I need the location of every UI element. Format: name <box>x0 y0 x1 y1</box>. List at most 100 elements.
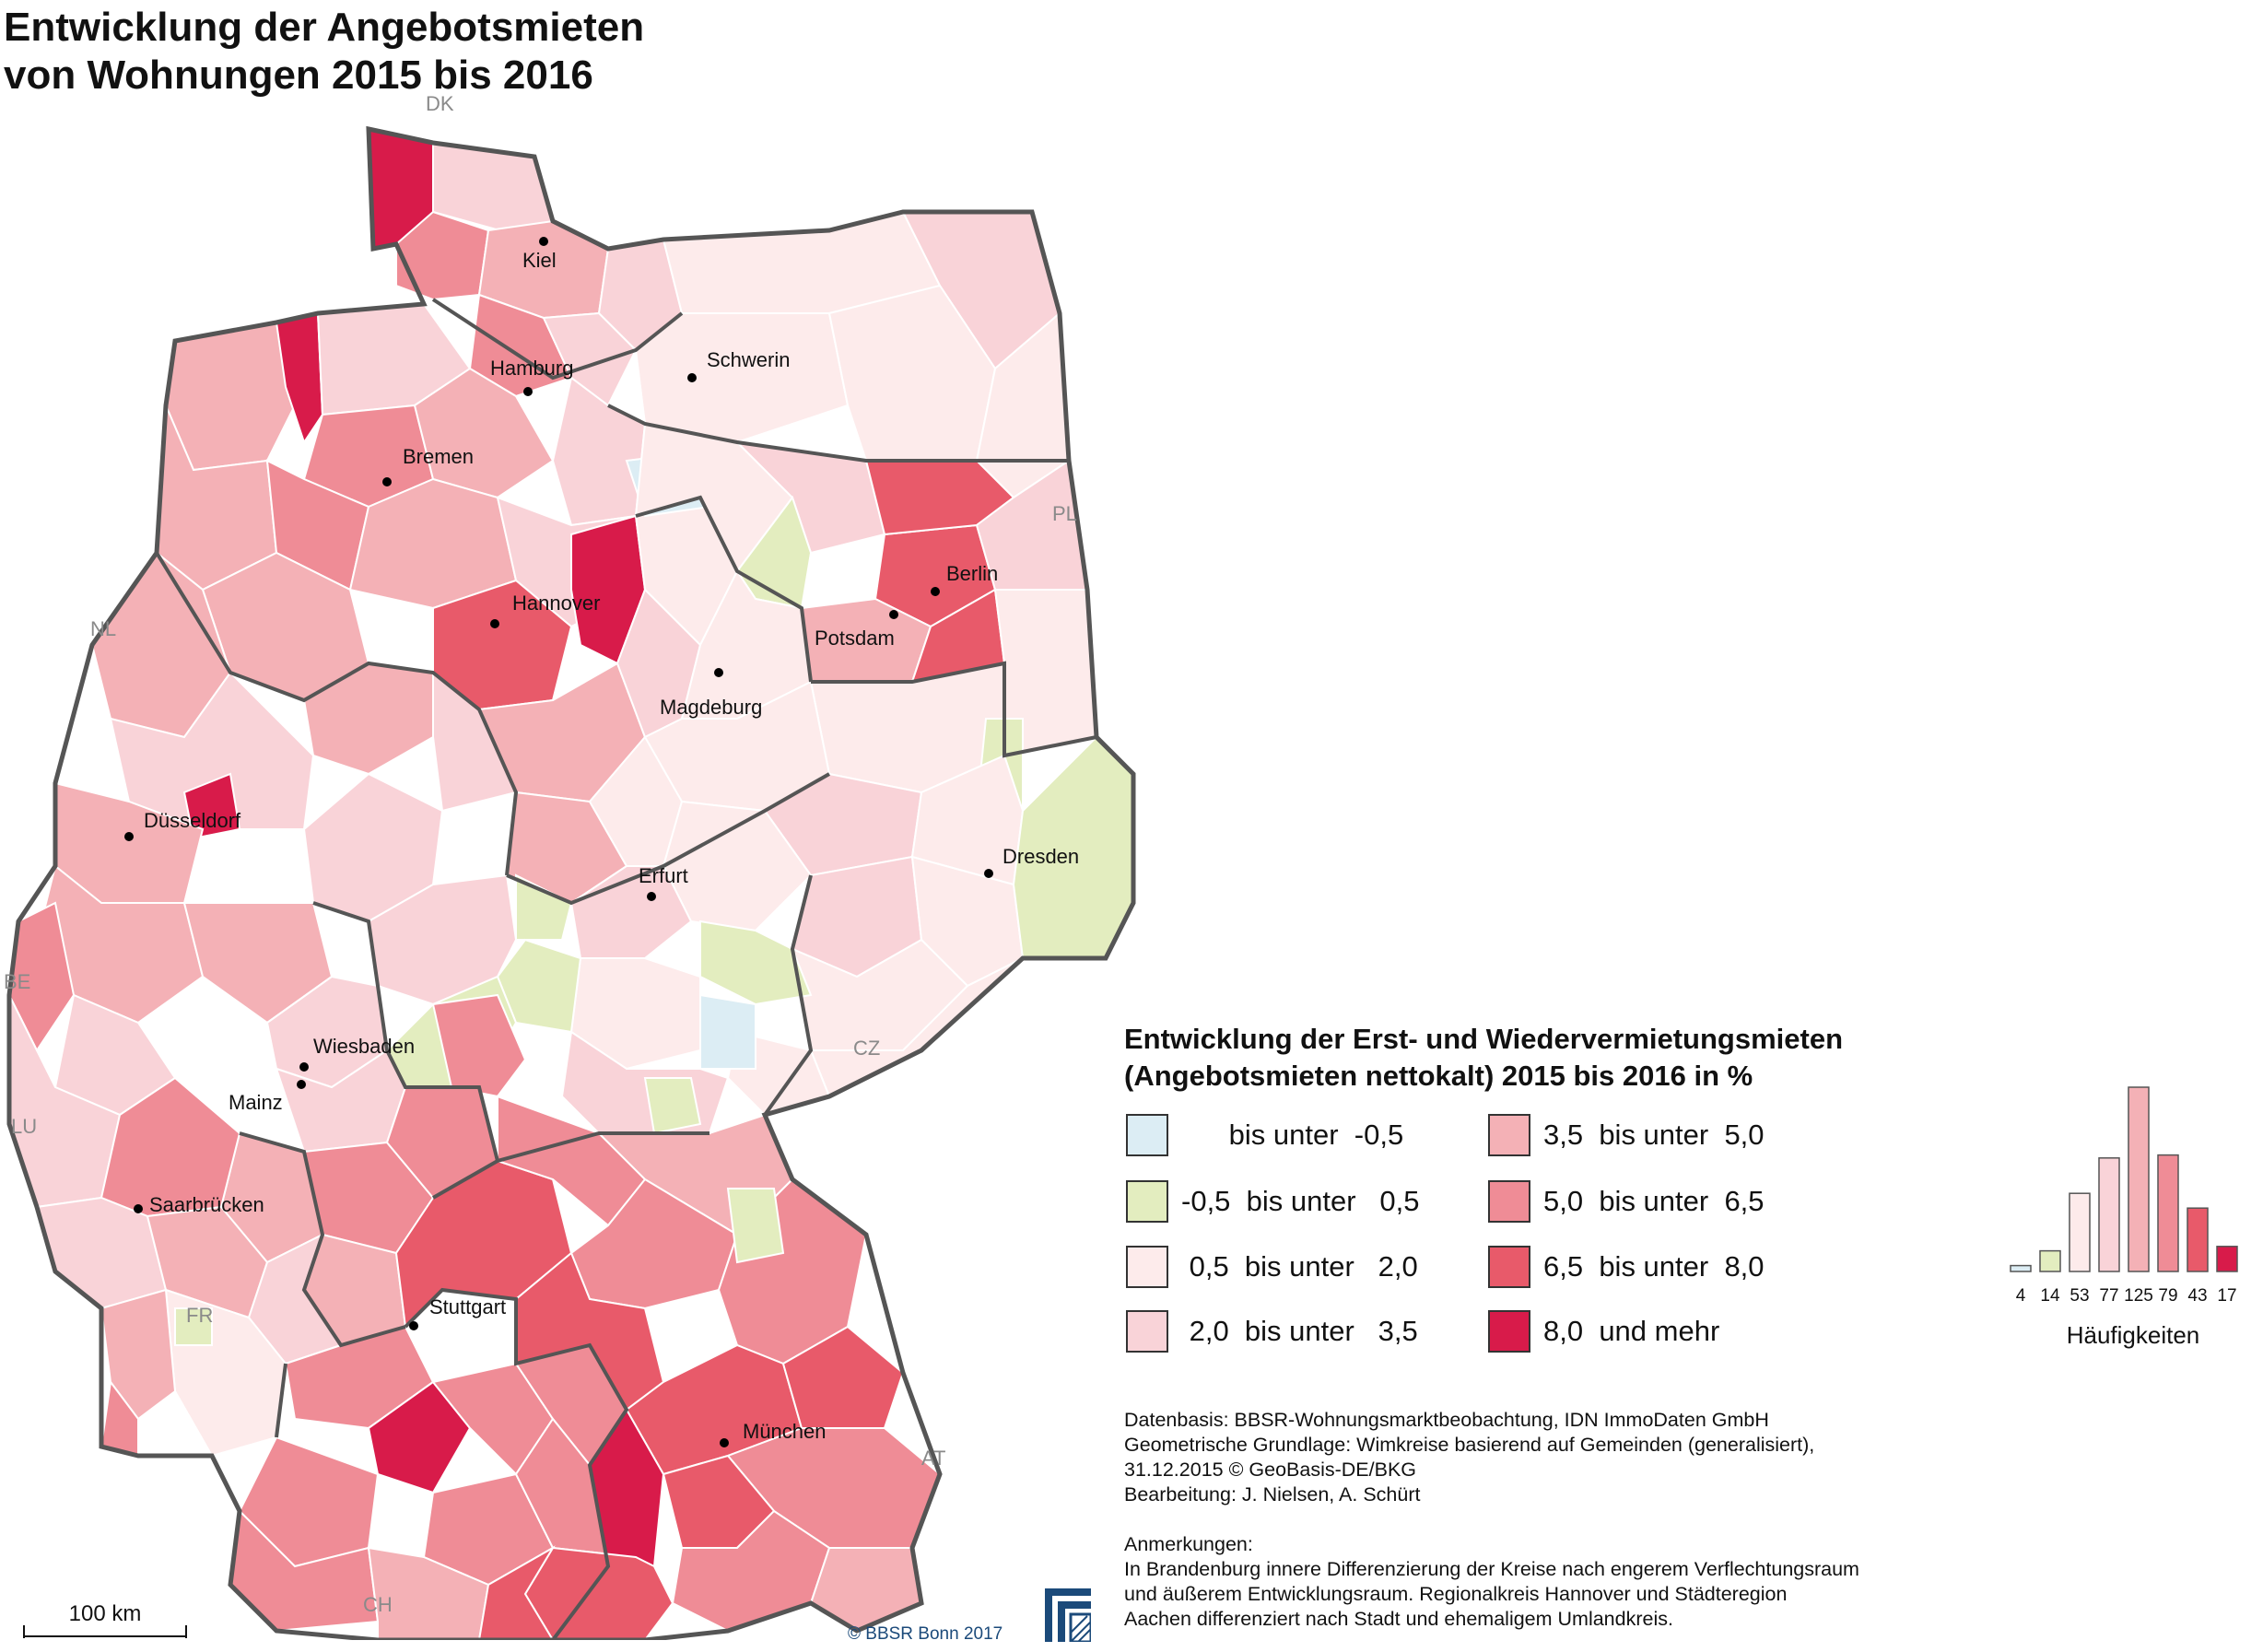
region-kaiserslautern[interactable] <box>174 1307 213 1346</box>
legend-title-line-2: (Angebotsmieten nettokalt) 2015 bis 2016… <box>1124 1060 1753 1092</box>
city-erfurt[interactable]: Erfurt <box>639 864 688 901</box>
legend-swatch-4 <box>1126 1310 1168 1353</box>
histogram-count-label-5: 125 <box>2124 1286 2153 1306</box>
region-tuebingen[interactable] <box>367 1546 490 1640</box>
legend-item-2: -0,5 bis unter 0,5 <box>1126 1178 1419 1224</box>
legend-label-2: -0,5 bis unter 0,5 <box>1181 1185 1420 1217</box>
region-kassel[interactable] <box>367 873 518 1006</box>
svg-text:Bremen: Bremen <box>403 445 474 468</box>
notes-line-3: Aachen differenziert nach Stadt und ehem… <box>1124 1608 1673 1630</box>
histogram-count-label-1: 4 <box>2016 1286 2026 1306</box>
legend-item-3: 0,5 bis unter 2,0 <box>1126 1244 1418 1290</box>
svg-text:Saarbrücken: Saarbrücken <box>149 1193 264 1216</box>
country-label-be: BE <box>4 970 30 993</box>
country-label-pl: PL <box>1052 502 1077 525</box>
svg-text:Düsseldorf: Düsseldorf <box>144 809 241 832</box>
region-oberbayern-south[interactable] <box>809 1547 923 1633</box>
legend-item-7: 6,5 bis unter 8,0 <box>1488 1244 1765 1290</box>
region-saalfeld[interactable] <box>643 1077 702 1135</box>
city-stuttgart[interactable]: Stuttgart <box>409 1295 506 1330</box>
city-bremen[interactable]: Bremen <box>382 445 474 486</box>
scale-bar: 100 km <box>22 1601 188 1638</box>
region-lodsk[interactable] <box>477 1545 556 1640</box>
country-outline <box>6 125 1136 1640</box>
histogram-bar-3 <box>2069 1192 2091 1272</box>
legend-swatch-7 <box>1488 1246 1530 1288</box>
legend-swatch-6 <box>1488 1180 1530 1223</box>
histogram-bar-2 <box>2039 1249 2061 1272</box>
city-duesseldorf[interactable]: Düsseldorf <box>124 809 241 841</box>
notes-line-1: In Brandenburg innere Differenzierung de… <box>1124 1558 1859 1580</box>
region-gotha[interactable] <box>496 938 582 1034</box>
region-dortmund[interactable] <box>182 772 241 840</box>
country-label-dk: DK <box>426 92 454 115</box>
city-dresden[interactable]: Dresden <box>984 845 1079 878</box>
svg-text:Dresden: Dresden <box>1003 845 1079 868</box>
city-saarbruecken[interactable]: Saarbrücken <box>134 1193 264 1216</box>
histogram-count-label-8: 17 <box>2217 1286 2236 1306</box>
city-mainz[interactable]: Mainz <box>229 1080 306 1114</box>
legend-label-4: 2,0 bis unter 3,5 <box>1181 1315 1418 1347</box>
svg-text:Hannover: Hannover <box>512 592 600 615</box>
legend-label-7: 6,5 bis unter 8,0 <box>1543 1250 1765 1283</box>
legend-item-1: bis unter -0,5 <box>1126 1112 1403 1158</box>
scale-bar-line <box>23 1625 187 1638</box>
legend-swatch-2 <box>1126 1180 1168 1223</box>
map-title-line-2: von Wohnungen 2015 bis 2016 <box>4 53 593 98</box>
germany-map: Kiel Hamburg Schwerin Bremen Hannover Be… <box>4 92 1136 1640</box>
region-cham[interactable] <box>781 1325 905 1429</box>
city-potsdam[interactable]: Potsdam <box>815 610 898 650</box>
source-line-3: 31.12.2015 © GeoBasis-DE/BKG <box>1124 1459 1417 1481</box>
city-kiel[interactable]: Kiel <box>522 237 557 272</box>
svg-text:Erfurt: Erfurt <box>639 864 688 887</box>
region-schwerin[interactable] <box>634 312 850 444</box>
legend-title: Entwicklung der Erst- und Wiedervermietu… <box>1124 1021 1843 1095</box>
legend-swatch-5 <box>1488 1114 1530 1156</box>
map-title: Entwicklung der Angebotsmieten von Wohnu… <box>4 4 644 100</box>
source-notes: Datenbasis: BBSR-Wohnungsmarktbeobachtun… <box>1124 1408 1859 1632</box>
region-lauenburg[interactable] <box>542 311 638 407</box>
city-layer: Kiel Hamburg Schwerin Bremen Hannover Be… <box>124 237 1079 1447</box>
region-saarbruecken[interactable] <box>100 1288 177 1421</box>
region-weimar[interactable] <box>699 993 756 1070</box>
svg-text:Wiesbaden: Wiesbaden <box>313 1035 415 1058</box>
legend-label-6: 5,0 bis unter 6,5 <box>1543 1185 1765 1217</box>
country-label-ch: CH <box>363 1593 393 1616</box>
notes-heading: Anmerkungen: <box>1124 1533 1253 1555</box>
legend-item-4: 2,0 bis unter 3,5 <box>1126 1308 1418 1354</box>
svg-text:Hamburg: Hamburg <box>490 357 573 380</box>
region-hamburg[interactable] <box>468 293 573 398</box>
city-muenchen[interactable]: München <box>720 1420 827 1447</box>
legend-title-line-1: Entwicklung der Erst- und Wiedervermietu… <box>1124 1023 1844 1055</box>
svg-text:München: München <box>743 1420 827 1443</box>
legend-item-5: 3,5 bis unter 5,0 <box>1488 1112 1765 1158</box>
scale-label: 100 km <box>68 1601 142 1626</box>
city-magdeburg[interactable]: Magdeburg <box>660 668 762 719</box>
copyright-notice: © BBSR Bonn 2017 <box>848 1624 1003 1644</box>
region-karlsruhe[interactable] <box>367 1380 472 1494</box>
city-hannover[interactable]: Hannover <box>490 592 600 628</box>
state-borders <box>155 298 1097 1640</box>
country-label-lu: LU <box>11 1115 37 1138</box>
legend-item-6: 5,0 bis unter 6,5 <box>1488 1178 1765 1224</box>
legend-label-3: 0,5 bis unter 2,0 <box>1181 1250 1418 1283</box>
svg-text:Schwerin: Schwerin <box>707 348 790 371</box>
country-label-cz: CZ <box>853 1037 880 1060</box>
city-wiesbaden[interactable]: Wiesbaden <box>299 1035 415 1072</box>
country-labels: DK PL NL BE LU FR CZ AT CH <box>4 92 1077 1616</box>
city-berlin[interactable]: Berlin <box>931 562 998 596</box>
notes-line-2: und äußerem Entwicklungsraum. Regionalkr… <box>1124 1583 1788 1605</box>
city-schwerin[interactable]: Schwerin <box>687 348 790 382</box>
region-lueneburg[interactable] <box>551 376 647 527</box>
legend-item-8: 8,0 und mehr <box>1488 1308 1719 1354</box>
histogram-bar-1 <box>2010 1264 2032 1272</box>
region-vogelsberg[interactable] <box>431 993 527 1098</box>
histogram-count-label-4: 77 <box>2099 1286 2118 1306</box>
svg-text:Potsdam: Potsdam <box>815 627 895 650</box>
region-siegen[interactable] <box>182 902 334 1025</box>
legend-swatch-3 <box>1126 1246 1168 1288</box>
source-line-2: Geometrische Grundlage: Wimkreise basier… <box>1124 1434 1815 1456</box>
region-amberg[interactable] <box>726 1188 785 1264</box>
city-hamburg[interactable]: Hamburg <box>490 357 573 396</box>
country-label-fr: FR <box>186 1304 213 1327</box>
